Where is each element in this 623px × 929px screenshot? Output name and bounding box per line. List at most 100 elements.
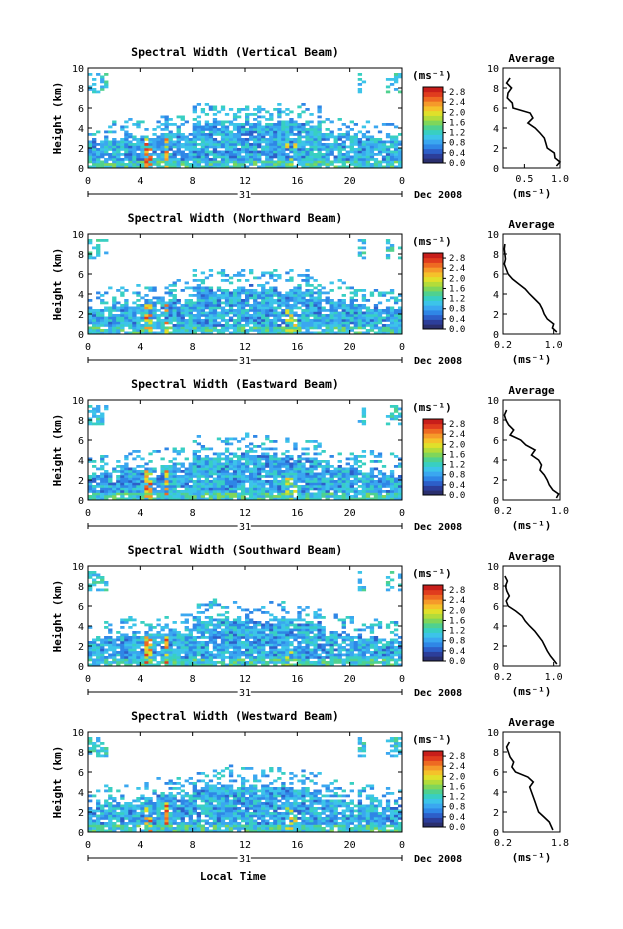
heatmap-cell xyxy=(329,281,334,285)
heatmap-cell xyxy=(277,145,282,149)
heatmap-cell xyxy=(317,621,322,624)
heatmap-cell xyxy=(289,143,294,146)
heatmap-cell xyxy=(212,113,218,116)
heatmap-cell xyxy=(112,316,117,320)
heatmap-cell xyxy=(357,480,363,483)
heatmap-cell xyxy=(188,658,193,662)
heatmap-cell xyxy=(192,125,197,129)
heatmap-cell xyxy=(377,140,383,144)
heatmap-cell xyxy=(192,470,197,473)
heatmap-cell xyxy=(261,628,266,632)
heatmap-cell xyxy=(329,492,334,496)
heatmap-cell xyxy=(204,276,210,280)
heatmap-cell xyxy=(297,286,302,290)
heatmap-cell xyxy=(397,165,403,169)
heatmap-cell xyxy=(132,618,137,622)
heatmap-cell xyxy=(289,663,294,667)
heatmap-cell xyxy=(273,291,278,295)
heatmap-cell xyxy=(120,653,125,657)
heatmap-cell xyxy=(269,148,274,151)
heatmap-cell xyxy=(212,133,218,136)
heatmap-cell xyxy=(249,153,254,156)
heatmap-cell xyxy=(257,143,262,146)
heatmap-cell xyxy=(124,145,129,149)
heatmap-cell xyxy=(249,326,254,330)
heatmap-cell xyxy=(208,482,214,486)
heatmap-cell xyxy=(289,289,294,292)
heatmap-cell xyxy=(389,475,395,478)
heatmap-cell xyxy=(168,319,173,322)
heatmap-cell xyxy=(261,291,266,295)
heatmap-cell xyxy=(313,135,318,139)
heatmap-cell xyxy=(253,291,258,295)
heatmap-cell xyxy=(393,301,399,305)
heatmap-cell xyxy=(289,294,294,297)
heatmap-cell xyxy=(132,470,137,473)
date-day-label: 31 xyxy=(239,522,251,533)
heatmap-cell xyxy=(132,638,137,642)
colorbar-swatch xyxy=(423,257,443,263)
heatmap-cell xyxy=(309,475,314,478)
heatmap-cell xyxy=(285,125,290,129)
heatmap-cell xyxy=(164,309,169,312)
heatmap-cell xyxy=(361,289,367,292)
heatmap-cell xyxy=(281,646,286,649)
heatmap-cell xyxy=(269,143,274,146)
heatmap-cell xyxy=(152,482,157,486)
heatmap-cell xyxy=(232,455,238,458)
heatmap-cell xyxy=(301,475,306,478)
heatmap-cell xyxy=(108,316,113,320)
heatmap-cell xyxy=(265,296,270,300)
heatmap-cell xyxy=(220,301,226,305)
heatmap-cell xyxy=(100,576,105,579)
heatmap-cell xyxy=(253,631,258,634)
heatmap-cell xyxy=(152,306,157,310)
heatmap-cell xyxy=(389,244,395,247)
heatmap-cell xyxy=(92,324,97,327)
colorbar-swatch xyxy=(423,480,443,486)
heatmap-cell xyxy=(132,450,137,453)
heatmap-cell xyxy=(120,128,125,131)
heatmap-cell xyxy=(164,120,169,124)
heatmap-cell xyxy=(228,160,234,164)
heatmap-cell xyxy=(317,480,322,483)
heatmap-cell xyxy=(168,467,173,471)
heatmap-cell xyxy=(317,125,322,129)
heatmap-cell xyxy=(285,626,290,629)
heatmap-cell xyxy=(232,651,238,654)
heatmap-cell xyxy=(297,291,302,295)
heatmap-cell xyxy=(269,128,274,131)
heatmap-cell xyxy=(192,133,197,136)
heatmap-cell xyxy=(168,492,173,496)
heatmap-cell xyxy=(273,130,278,134)
heatmap-cell xyxy=(228,460,234,463)
heatmap-cell xyxy=(224,274,230,277)
heatmap-cell xyxy=(208,135,214,139)
heatmap-cell xyxy=(281,331,286,335)
heatmap-cell xyxy=(156,316,161,320)
heatmap-cell xyxy=(232,656,238,659)
heatmap-cell xyxy=(349,291,354,295)
heatmap-cell xyxy=(92,573,97,577)
heatmap-cell xyxy=(224,492,230,496)
heatmap-cell xyxy=(232,163,238,166)
heatmap-cell xyxy=(216,631,222,634)
heatmap-cell xyxy=(289,155,294,159)
heatmap-cell xyxy=(305,331,310,335)
heatmap-cell xyxy=(172,470,177,473)
heatmap-cell xyxy=(144,641,149,644)
heatmap-cell xyxy=(305,329,310,332)
heatmap-cell xyxy=(305,487,310,491)
heatmap-cell xyxy=(104,641,109,644)
heatmap-cell xyxy=(365,487,371,491)
heatmap-cell xyxy=(112,648,117,652)
heatmap-cell xyxy=(156,163,161,166)
heatmap-cell xyxy=(281,638,286,642)
heatmap-cell xyxy=(305,656,310,659)
heatmap-cell xyxy=(317,626,322,629)
heatmap-cell xyxy=(140,661,145,664)
heatmap-cell xyxy=(265,289,270,292)
heatmap-cell xyxy=(305,477,310,481)
heatmap-cell xyxy=(96,249,101,252)
heatmap-cell xyxy=(377,487,383,491)
